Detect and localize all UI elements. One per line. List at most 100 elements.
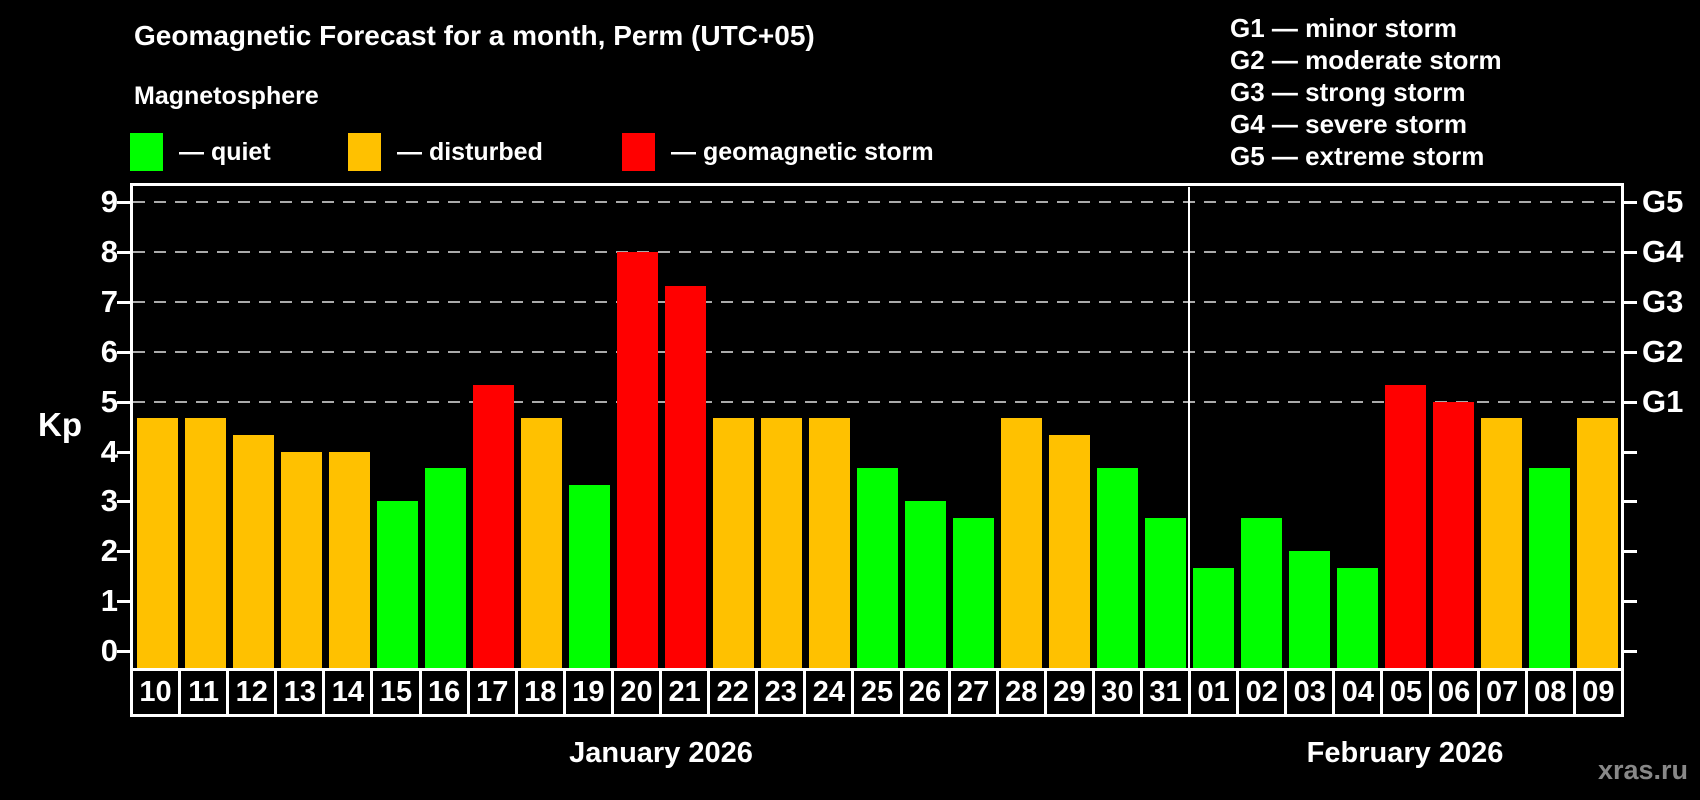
right-tick-7 [1624, 301, 1637, 304]
day-label-06: 06 [1432, 671, 1480, 714]
y-tick-9 [117, 201, 130, 204]
legend-item-storm: — geomagnetic storm [622, 132, 934, 172]
day-label-01: 01 [1191, 671, 1240, 714]
day-label-26: 26 [903, 671, 951, 714]
y-axis-title: Kp [38, 406, 82, 443]
bar-february-05 [1385, 385, 1426, 668]
bar-january-28 [1001, 418, 1042, 668]
right-tick-1 [1624, 600, 1637, 603]
bar-february-04 [1337, 568, 1378, 668]
right-tick-2 [1624, 550, 1637, 553]
right-tick-3 [1624, 500, 1637, 503]
storm-scale-line-2: G2 — moderate storm [1230, 45, 1502, 75]
storm-scale-line-1: G1 — minor storm [1230, 13, 1457, 43]
day-label-15: 15 [373, 671, 422, 714]
legend-item-quiet: — quiet [130, 132, 271, 172]
day-label-14: 14 [325, 671, 374, 714]
day-label-17: 17 [470, 671, 518, 714]
y-tick-label-5: 5 [100, 384, 118, 419]
bar-january-21 [665, 286, 706, 668]
legend-swatch-quiet [130, 133, 163, 171]
bar-january-29 [1049, 435, 1090, 668]
y-tick-3 [117, 500, 130, 503]
bar-january-14 [329, 452, 370, 668]
day-label-08: 08 [1528, 671, 1576, 714]
bar-january-25 [857, 468, 898, 668]
y-tick-6 [117, 351, 130, 354]
day-label-24: 24 [806, 671, 855, 714]
day-label-02: 02 [1239, 671, 1288, 714]
legend-swatch-disturbed [348, 133, 381, 171]
gridline-kp7 [133, 301, 1621, 303]
y-tick-label-0: 0 [100, 633, 118, 668]
y-tick-label-8: 8 [100, 234, 118, 269]
day-label-31: 31 [1143, 671, 1192, 714]
right-axis-label-G3: G3 [1642, 284, 1684, 319]
bar-january-18 [521, 418, 562, 668]
watermark: xras.ru [1597, 755, 1688, 785]
storm-scale-line-5: G5 — extreme storm [1230, 141, 1485, 171]
y-tick-7 [117, 301, 130, 304]
bar-january-16 [425, 468, 466, 668]
bar-january-19 [569, 485, 610, 668]
plot-top-border [130, 183, 1624, 186]
bar-january-22 [713, 418, 754, 668]
day-label-03: 03 [1287, 671, 1336, 714]
right-axis-label-G2: G2 [1642, 334, 1684, 369]
gridline-kp5 [133, 401, 1621, 403]
day-label-12: 12 [229, 671, 278, 714]
y-tick-label-3: 3 [100, 483, 118, 518]
chart-title: Geomagnetic Forecast for a month, Perm (… [134, 20, 815, 51]
bar-january-26 [905, 501, 946, 668]
y-tick-label-2: 2 [100, 533, 118, 568]
bar-january-11 [185, 418, 226, 668]
y-tick-label-6: 6 [100, 334, 118, 369]
storm-scale-line-3: G3 — strong storm [1230, 77, 1466, 107]
day-label-18: 18 [518, 671, 566, 714]
legend-swatch-storm [622, 133, 655, 171]
bar-january-31 [1145, 518, 1186, 668]
right-tick-8 [1624, 251, 1637, 254]
right-axis-label-G1: G1 [1642, 384, 1684, 419]
bar-february-09 [1577, 418, 1618, 668]
day-label-04: 04 [1335, 671, 1384, 714]
legend-label-storm: — geomagnetic storm [671, 137, 934, 166]
day-label-row: 10 11 12 13 14 15 16 17 18 19 20 21 22 23 24 25 26 27 28 29… [130, 668, 1624, 717]
y-tick-2 [117, 550, 130, 553]
bar-february-07 [1481, 418, 1522, 668]
month-label-1: February 2026 [1306, 737, 1504, 769]
right-axis-line [1621, 185, 1624, 668]
y-tick-label-1: 1 [100, 583, 118, 618]
gridline-kp8 [133, 251, 1621, 253]
right-tick-9 [1624, 201, 1637, 204]
day-label-20: 20 [614, 671, 663, 714]
bar-february-03 [1289, 551, 1330, 668]
day-label-07: 07 [1480, 671, 1528, 714]
day-label-30: 30 [1095, 671, 1143, 714]
bar-february-08 [1529, 468, 1570, 668]
storm-scale-line-4: G4 — severe storm [1230, 109, 1468, 139]
bar-january-12 [233, 435, 274, 668]
day-label-05: 05 [1383, 671, 1432, 714]
bar-january-23 [761, 418, 802, 668]
day-label-23: 23 [758, 671, 807, 714]
day-label-28: 28 [999, 671, 1047, 714]
day-label-10: 10 [133, 671, 182, 714]
right-tick-4 [1624, 451, 1637, 454]
day-label-25: 25 [854, 671, 903, 714]
bar-january-17 [473, 385, 514, 668]
right-axis-label-G4: G4 [1642, 234, 1684, 269]
day-label-29: 29 [1047, 671, 1095, 714]
legend-label-quiet: — quiet [179, 137, 271, 166]
day-label-16: 16 [422, 671, 470, 714]
bar-january-20 [617, 252, 658, 668]
y-tick-1 [117, 600, 130, 603]
day-label-19: 19 [566, 671, 614, 714]
right-tick-5 [1624, 401, 1637, 404]
y-axis-line [130, 185, 133, 668]
gridline-kp6 [133, 351, 1621, 353]
bar-february-01 [1193, 568, 1234, 668]
month-label-0: January 2026 [569, 737, 753, 769]
day-label-27: 27 [951, 671, 999, 714]
